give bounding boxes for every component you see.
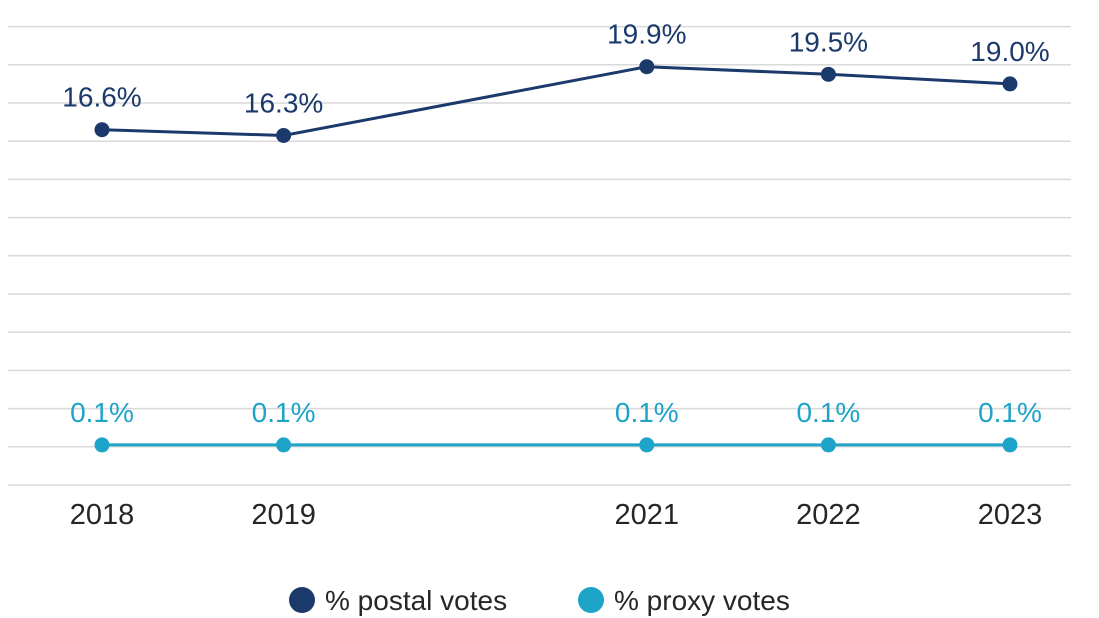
data-point xyxy=(1002,76,1018,92)
x-tick-label: 2018 xyxy=(70,499,135,531)
x-tick-label: 2022 xyxy=(796,499,861,531)
data-label: 0.1% xyxy=(796,397,860,428)
data-point xyxy=(820,437,836,453)
data-point xyxy=(639,437,655,453)
data-point xyxy=(276,437,292,453)
data-label: 0.1% xyxy=(978,397,1042,428)
x-axis-ticks: 2018 2019 2021 2022 2023 xyxy=(70,499,1043,531)
series-line-1 xyxy=(101,65,1011,138)
legend-label: % postal votes xyxy=(325,585,507,616)
legend-marker xyxy=(289,587,315,613)
data-point xyxy=(1002,437,1018,453)
data-label: 0.1% xyxy=(252,397,316,428)
data-label: 0.1% xyxy=(70,397,134,428)
x-tick-label: 2023 xyxy=(978,499,1043,531)
grid-lines xyxy=(8,25,1071,486)
data-label: 19.9% xyxy=(607,19,686,50)
data-label: 0.1% xyxy=(615,397,679,428)
data-label: 16.6% xyxy=(62,82,141,113)
series-layer: 16.6% 16.3% 19.9% 19.5% 19.0% 0.1% 0.1% 0.1% 0.1… xyxy=(62,19,1050,453)
data-label: 19.0% xyxy=(970,36,1049,67)
data-point xyxy=(94,122,110,138)
legend-marker xyxy=(578,587,604,613)
legend: % postal votes % proxy votes xyxy=(289,585,790,616)
data-label: 19.5% xyxy=(789,26,868,57)
x-tick-label: 2019 xyxy=(251,499,316,531)
data-point xyxy=(820,66,836,82)
data-label: 16.3% xyxy=(244,87,323,118)
data-point xyxy=(639,59,655,75)
data-point xyxy=(94,437,110,453)
legend-label: % proxy votes xyxy=(614,585,790,616)
data-point xyxy=(276,127,292,143)
x-tick-label: 2021 xyxy=(615,499,680,531)
